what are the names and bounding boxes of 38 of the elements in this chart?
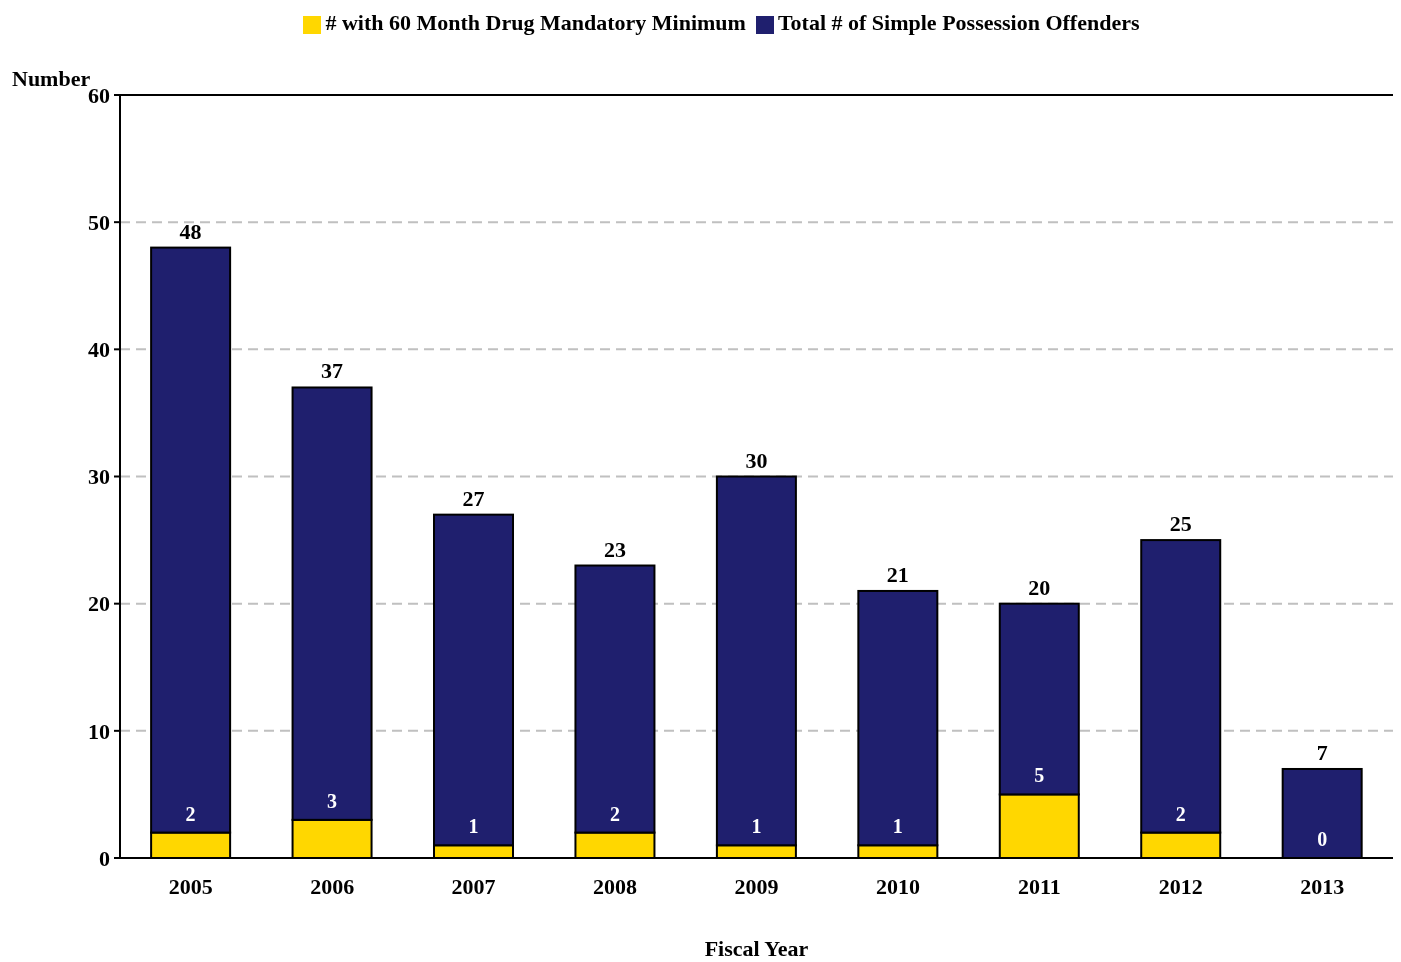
x-tick-label: 2010 <box>875 873 920 899</box>
data-label: 0 <box>1317 828 1328 850</box>
total-label: 30 <box>745 447 768 473</box>
data-label: 5 <box>1034 764 1045 787</box>
total-label: 23 <box>603 536 626 562</box>
y-axis-title: Number <box>12 66 91 91</box>
x-tick-label: 2009 <box>734 873 779 899</box>
x-tick-label: 2011 <box>1017 873 1061 899</box>
total-label: 48 <box>179 218 202 244</box>
data-label: 1 <box>751 815 762 838</box>
x-tick-label: 2005 <box>168 873 213 899</box>
legend-label: # with 60 Month Drug Mandatory Minimum <box>325 10 746 35</box>
y-tick-label: 50 <box>88 209 110 235</box>
y-tick-label: 60 <box>88 82 110 108</box>
total-label: 37 <box>321 358 344 384</box>
total-label: 20 <box>1028 574 1051 600</box>
x-axis-title: Fiscal Year <box>704 936 809 961</box>
y-tick-label: 30 <box>88 464 110 490</box>
data-label: 1 <box>892 815 903 838</box>
data-label: 1 <box>468 815 479 838</box>
x-tick-label: 2012 <box>1158 873 1203 899</box>
legend-label: Total # of Simple Possession Offenders <box>777 10 1140 35</box>
y-tick-label: 10 <box>88 718 110 744</box>
data-label: 2 <box>609 802 620 825</box>
data-label: 2 <box>185 802 196 825</box>
y-tick-label: 0 <box>99 845 110 871</box>
total-label: 21 <box>886 561 909 587</box>
data-label: 3 <box>327 789 338 812</box>
y-tick-label: 40 <box>88 337 110 363</box>
x-tick-label: 2008 <box>593 873 638 899</box>
total-label: 27 <box>462 485 485 511</box>
total-label: 25 <box>1169 511 1192 537</box>
total-label: 7 <box>1316 739 1328 765</box>
x-tick-label: 2006 <box>310 873 355 899</box>
x-tick-label: 2007 <box>451 873 496 899</box>
data-label: 2 <box>1175 802 1186 825</box>
x-tick-label: 2013 <box>1300 873 1345 899</box>
y-tick-label: 20 <box>88 591 110 617</box>
